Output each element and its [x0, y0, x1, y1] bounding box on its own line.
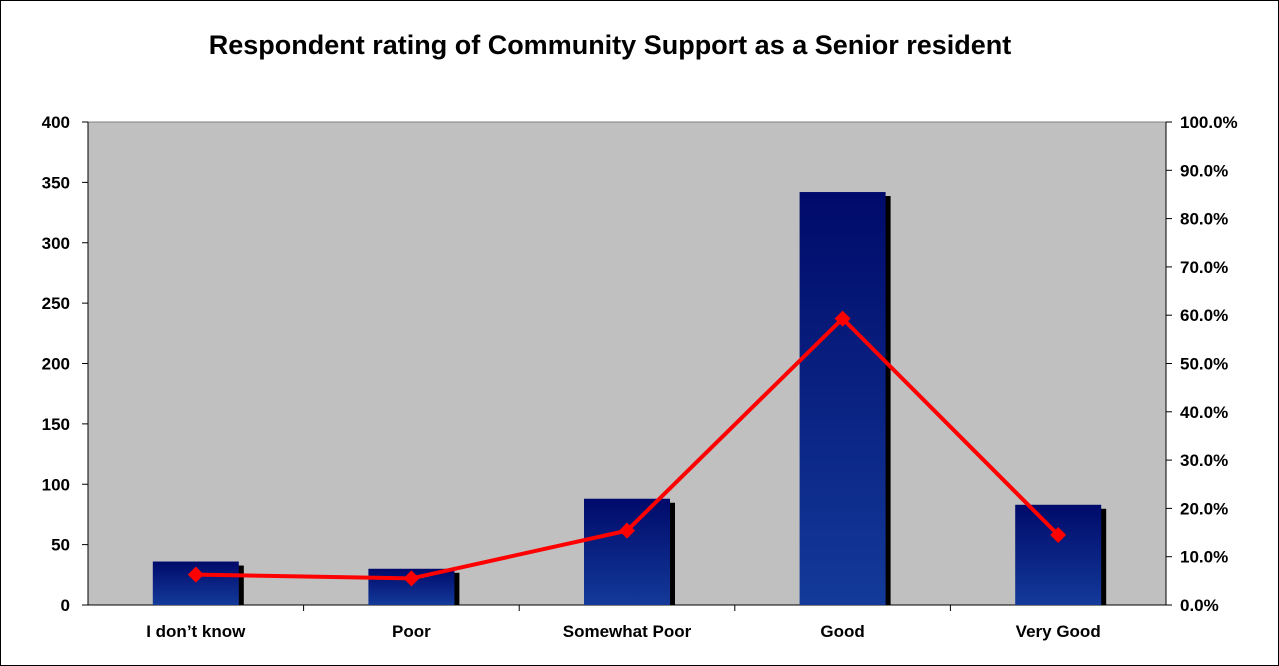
left-tick-label: 100	[42, 475, 70, 494]
category-label: Very Good	[1016, 622, 1101, 641]
bar	[799, 192, 886, 605]
left-tick-label: 250	[42, 294, 70, 313]
right-tick-label: 90.0%	[1180, 161, 1228, 180]
percent-line	[187, 310, 1067, 587]
left-tick-label: 350	[42, 173, 70, 192]
right-tick-label: 30.0%	[1180, 451, 1228, 470]
category-label: Somewhat Poor	[563, 622, 692, 641]
left-tick-label: 50	[51, 536, 70, 555]
line-point	[403, 570, 420, 587]
right-tick-label: 20.0%	[1180, 499, 1228, 518]
left-tick-label: 150	[42, 415, 70, 434]
right-tick-label: 40.0%	[1180, 403, 1228, 422]
category-label: I don’t know	[146, 622, 246, 641]
bar	[1015, 504, 1102, 605]
left-tick-label: 400	[42, 113, 70, 132]
axis-labels: 0 50 100 150 200 250 300 350 400 0.0% 10.0% 20.0% 30…	[42, 113, 1238, 641]
right-tick-label: 80.0%	[1180, 210, 1228, 229]
line-point	[187, 566, 204, 583]
category-label: Good	[820, 622, 864, 641]
line-point	[834, 310, 851, 327]
bars	[152, 192, 1107, 605]
left-tick-label: 200	[42, 355, 70, 374]
left-tick-label: 0	[61, 596, 70, 615]
category-label: Poor	[392, 622, 431, 641]
right-tick-label: 10.0%	[1180, 548, 1228, 567]
right-tick-label: 0.0%	[1180, 596, 1219, 615]
bar	[584, 498, 670, 605]
line-point	[619, 522, 635, 539]
right-tick-label: 100.0%	[1180, 113, 1238, 132]
right-tick-label: 50.0%	[1180, 355, 1228, 374]
left-tick-label: 300	[42, 234, 70, 253]
line-point	[1050, 526, 1067, 543]
chart-title: Respondent rating of Community Support a…	[208, 30, 1012, 60]
axes	[82, 121, 1172, 611]
right-tick-label: 70.0%	[1180, 258, 1228, 277]
right-tick-label: 60.0%	[1180, 306, 1228, 325]
